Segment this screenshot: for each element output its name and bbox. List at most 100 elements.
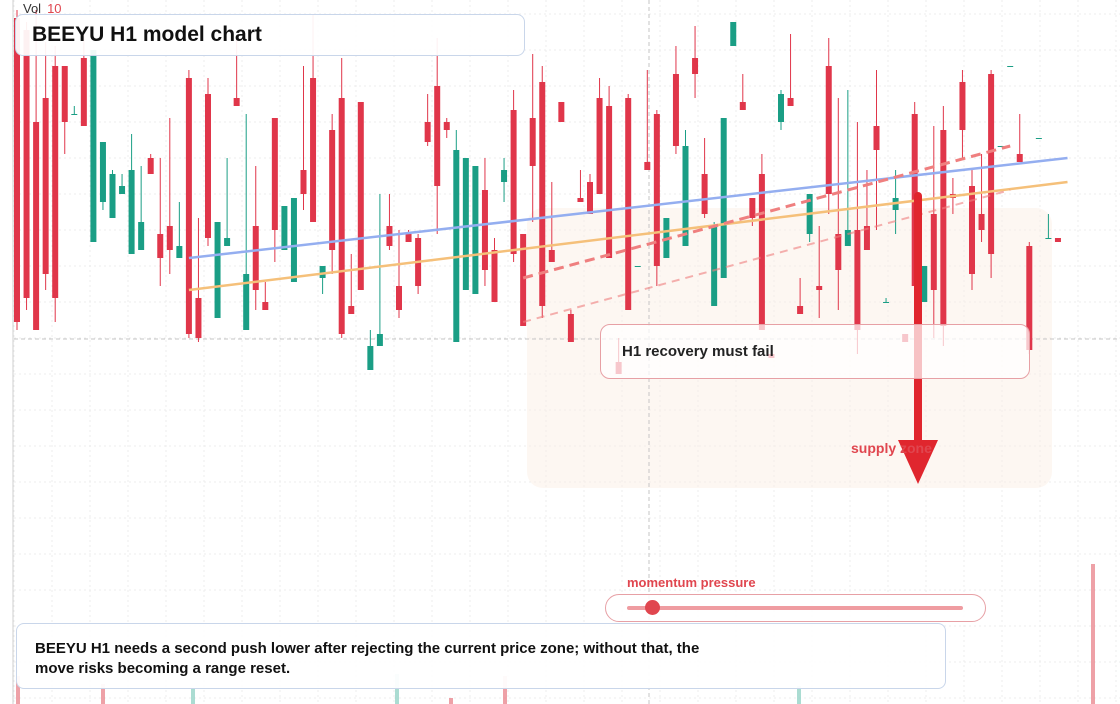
callout-text: H1 recovery must fail <box>622 343 774 360</box>
candle-body <box>539 82 546 306</box>
arrow-head <box>898 440 938 484</box>
candle-body <box>290 198 297 282</box>
candle-body <box>52 66 59 298</box>
candle-body <box>396 286 402 310</box>
candle-body <box>587 182 593 214</box>
candle-body <box>1045 238 1052 239</box>
candle-body <box>405 234 412 242</box>
momentum-track <box>627 606 963 610</box>
volume-bar <box>503 676 507 704</box>
candle-body <box>558 102 565 122</box>
candle-body <box>434 86 441 186</box>
volume-bar <box>191 688 195 704</box>
candle-body <box>376 334 383 346</box>
candle-body <box>472 166 479 294</box>
candle-body <box>357 102 364 290</box>
chart-title-box: BEEYU H1 model chart <box>15 14 525 56</box>
candle-body <box>443 122 450 130</box>
candle-body <box>80 58 87 126</box>
candle-body <box>567 314 574 342</box>
candle-body <box>959 82 966 130</box>
candle-body <box>634 266 641 267</box>
candle-body <box>23 30 30 298</box>
candle-body <box>529 118 536 166</box>
candle-body <box>797 306 804 314</box>
candle-body <box>644 162 651 170</box>
candle-body <box>252 226 259 290</box>
candle-body <box>816 286 823 290</box>
candle-body <box>367 346 374 370</box>
momentum-slider[interactable] <box>605 594 986 622</box>
candle-body <box>873 126 880 150</box>
candle-body <box>233 98 240 106</box>
candle-body <box>921 266 928 302</box>
volume-bars <box>16 564 1095 704</box>
supply-zone-label: supply zone <box>851 440 932 456</box>
candle-body <box>271 118 278 230</box>
candle-body <box>166 226 173 250</box>
candle-body <box>883 302 890 303</box>
candle-body <box>491 250 498 302</box>
candle-body <box>548 250 555 262</box>
candle-body <box>453 150 460 342</box>
candle-body <box>71 114 78 115</box>
candle-body <box>749 198 756 218</box>
volume-label: Vol <box>23 1 42 16</box>
candle-body <box>692 58 699 74</box>
candle-body <box>844 230 851 246</box>
candle-body <box>42 98 49 274</box>
candle-body <box>997 146 1004 147</box>
candle-body <box>854 230 861 330</box>
candle-body <box>281 206 288 250</box>
candle-body <box>606 106 613 258</box>
candle-body <box>195 298 202 338</box>
candle-body <box>157 234 164 258</box>
candle-body <box>1035 138 1042 139</box>
candle-body <box>424 122 431 142</box>
candle-body <box>109 174 116 218</box>
candle-body <box>338 98 345 334</box>
chart-title: BEEYU H1 model chart <box>32 23 262 46</box>
volume-bar <box>101 684 105 704</box>
candle-body <box>14 18 20 322</box>
candle-body <box>701 174 708 214</box>
analysis-note: BEEYU H1 needs a second push lower after… <box>35 640 700 677</box>
candle-body <box>147 158 154 174</box>
candle-body <box>653 114 660 266</box>
candle-body <box>176 246 183 258</box>
candle-body <box>778 94 784 122</box>
candle-body <box>577 198 584 202</box>
callout-box: H1 recovery must fail <box>600 324 1030 379</box>
candle-body <box>300 170 307 194</box>
candle-body <box>863 226 870 250</box>
candle-body <box>1016 154 1023 162</box>
candle-body <box>205 94 211 238</box>
trendline-projection-lower <box>522 144 1011 280</box>
volume-bar <box>395 674 399 704</box>
candle-body <box>138 222 145 250</box>
candle-body <box>758 174 765 330</box>
candle-body <box>1026 246 1033 350</box>
candle-body <box>520 234 527 326</box>
trendline-support <box>188 156 1068 260</box>
candle-body <box>33 122 40 330</box>
candle-body <box>711 226 718 306</box>
candle-body <box>787 98 794 106</box>
volume-readout: Vol 10 <box>23 1 62 16</box>
projected-move-arrow <box>898 192 938 484</box>
candle-body <box>185 78 192 334</box>
candle-body <box>739 102 746 110</box>
candle-body <box>90 50 97 242</box>
candle-body <box>462 158 469 290</box>
trendline-projection-upper <box>522 189 1011 323</box>
volume-value: 10 <box>47 1 62 16</box>
candle-body <box>262 302 269 310</box>
candle-body <box>348 306 355 314</box>
volume-bar <box>797 686 801 704</box>
volume-bar <box>16 676 20 704</box>
momentum-thumb[interactable] <box>645 600 660 615</box>
volume-bar <box>449 698 453 704</box>
candle-body <box>930 214 937 290</box>
candle-body <box>730 22 737 46</box>
candle-body <box>310 78 317 222</box>
